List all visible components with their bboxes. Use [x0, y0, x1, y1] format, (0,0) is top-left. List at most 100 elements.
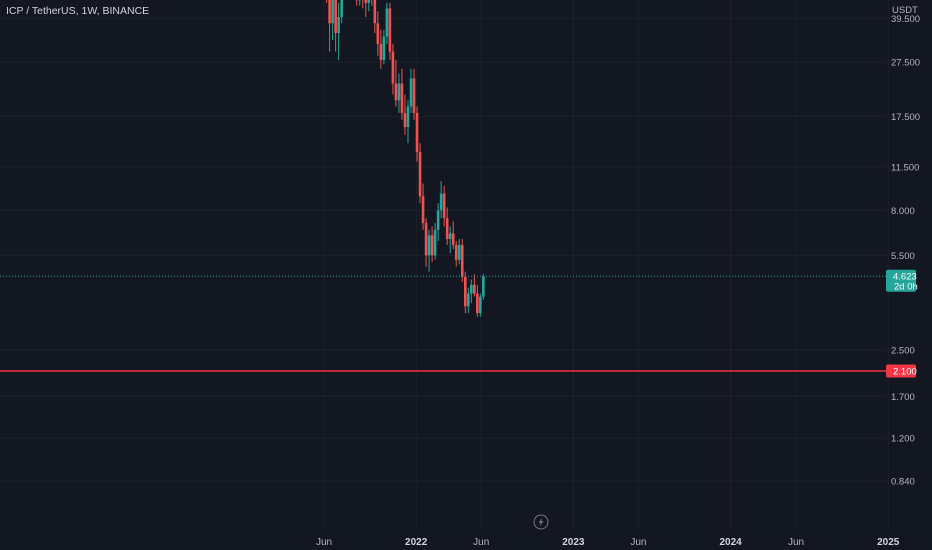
time-tick-label: Jun: [630, 537, 646, 548]
price-axis[interactable]: 4000.0002800.0001800.0001200.000800.0005…: [886, 0, 931, 487]
candle[interactable]: [376, 11, 380, 56]
candle[interactable]: [367, 0, 371, 12]
candle-body: [418, 152, 422, 197]
candle-body: [406, 106, 410, 128]
candle-body: [397, 83, 401, 101]
candle[interactable]: [469, 279, 473, 303]
candle[interactable]: [463, 271, 467, 314]
candle[interactable]: [400, 68, 404, 120]
candle-body: [379, 43, 383, 60]
candle[interactable]: [445, 207, 449, 245]
candle[interactable]: [482, 274, 485, 300]
price-tick-label: 1.700: [891, 392, 915, 403]
candle[interactable]: [331, 0, 334, 41]
candle[interactable]: [382, 29, 386, 65]
candle[interactable]: [433, 223, 437, 260]
price-tick-label: 27.500: [891, 58, 920, 69]
candle[interactable]: [427, 229, 431, 272]
time-tick-label: Jun: [473, 537, 489, 548]
candle[interactable]: [388, 2, 392, 60]
candle-body: [328, 0, 331, 24]
candle[interactable]: [373, 0, 377, 34]
candle-body: [482, 276, 485, 297]
candle[interactable]: [361, 0, 364, 9]
time-tick-label: 2024: [719, 537, 742, 548]
candle[interactable]: [460, 239, 464, 283]
axis-unit-label: USDT: [892, 5, 918, 16]
candle[interactable]: [421, 183, 425, 230]
candle-body: [436, 210, 440, 230]
candle[interactable]: [394, 59, 398, 107]
candle[interactable]: [397, 73, 401, 113]
candle[interactable]: [364, 0, 368, 18]
price-tick-label: 5.500: [891, 251, 915, 262]
candle-body: [373, 0, 377, 24]
candle[interactable]: [358, 0, 362, 6]
time-tick-label: 2023: [562, 537, 585, 548]
price-tick-label: 2.500: [891, 346, 915, 357]
candle[interactable]: [385, 2, 389, 44]
candle-body: [400, 83, 404, 113]
candle[interactable]: [436, 203, 440, 241]
replay-button[interactable]: [533, 514, 549, 530]
candle[interactable]: [439, 181, 443, 219]
price-tick-label: 0.840: [891, 476, 915, 487]
candle[interactable]: [334, 0, 337, 52]
candle[interactable]: [448, 226, 452, 254]
candle-body: [466, 293, 470, 307]
candle-body: [427, 235, 431, 256]
candle-body: [331, 0, 334, 24]
candle[interactable]: [415, 106, 419, 162]
candle-body: [391, 51, 395, 84]
candle[interactable]: [466, 287, 470, 314]
replay-circle: [533, 514, 549, 530]
candle-body: [451, 233, 455, 245]
candle-body: [415, 112, 419, 153]
candle[interactable]: [442, 185, 446, 227]
candle[interactable]: [412, 68, 416, 120]
candle-body: [473, 284, 476, 294]
candle[interactable]: [424, 218, 428, 267]
candle-body: [460, 244, 464, 277]
candles-layer[interactable]: [313, 0, 485, 317]
candle[interactable]: [457, 239, 461, 265]
candle[interactable]: [379, 29, 383, 69]
price-tick-label: 1.200: [891, 434, 915, 445]
candle-body: [463, 276, 467, 307]
candle-body: [409, 78, 413, 107]
candle-body: [421, 196, 425, 224]
candle-body: [457, 244, 461, 260]
candle[interactable]: [391, 43, 395, 95]
time-tick-label: Jun: [788, 537, 804, 548]
candle[interactable]: [418, 143, 422, 204]
candle[interactable]: [479, 293, 482, 317]
price-tick-label: 8.000: [891, 206, 915, 217]
candle-body: [454, 244, 458, 260]
candle[interactable]: [406, 100, 410, 144]
bar-countdown-label: 2d 0h: [894, 282, 918, 293]
lightning-icon: [538, 517, 544, 527]
candle-body: [476, 293, 479, 314]
candle-body: [334, 0, 337, 34]
time-axis[interactable]: Jun2022Jun2023Jun2024Jun2025Jul: [316, 537, 932, 548]
candle-body: [469, 284, 473, 294]
candle[interactable]: [340, 0, 343, 24]
candle-body: [382, 36, 386, 60]
candle-body: [424, 223, 428, 256]
candle[interactable]: [451, 221, 455, 249]
candle[interactable]: [403, 94, 407, 135]
candle[interactable]: [355, 0, 359, 6]
candle[interactable]: [430, 226, 434, 263]
candle-body: [403, 112, 407, 128]
candle[interactable]: [476, 284, 479, 317]
candle[interactable]: [454, 240, 458, 267]
candle[interactable]: [328, 0, 331, 52]
candle-body: [430, 235, 434, 256]
candle[interactable]: [409, 68, 413, 113]
candle[interactable]: [337, 2, 340, 60]
candle-body: [412, 78, 416, 113]
candle-body: [439, 193, 443, 211]
candle[interactable]: [473, 274, 476, 297]
